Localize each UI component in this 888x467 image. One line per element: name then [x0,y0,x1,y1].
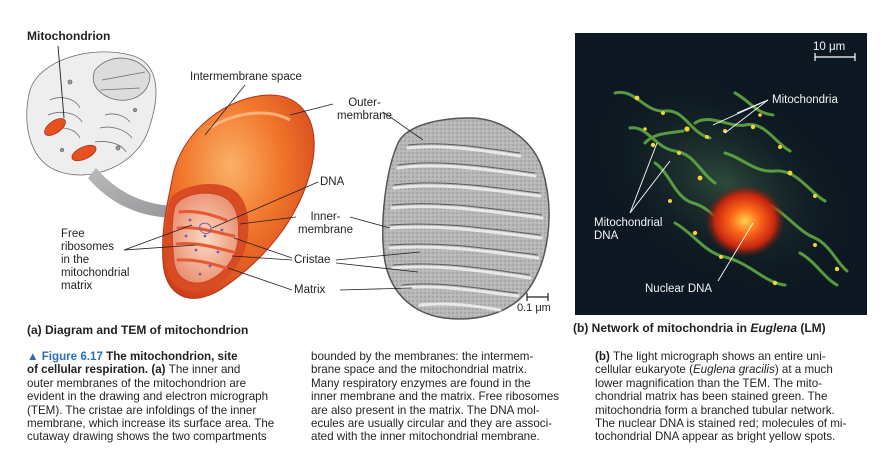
nucleus [705,185,785,257]
mitochondrion-diagram [26,45,550,320]
mtdna-spots [634,95,840,286]
label-free-ribosomes: Free ribosomes in the mitochondrial matr… [61,228,130,292]
mitochondrion-3d [162,94,315,299]
tem-scale-label: 0.1 μm [517,302,551,314]
caption-a: (a) Diagram and TEM of mitochondrion [27,323,249,337]
lm-scale-label: 10 μm [813,41,846,53]
label-nuclear-dna: Nuclear DNA [645,283,713,295]
label-matrix: Matrix [294,284,326,296]
figure-text-col2: bounded by the membranes: the intermem- … [311,350,560,444]
cell-mitochondria [44,118,97,162]
label-cristae: Cristae [294,254,331,266]
label-inner-membrane: Inner- membrane [298,211,353,236]
cell-sketch [26,51,157,176]
label-outer-membrane: Outer- membrane [337,97,392,122]
col3-body: lower magnification than the TEM. The mi… [595,376,847,444]
lm-scale-bar [814,53,856,61]
label-mitochondrial-dna: Mitochondrial DNA [594,217,663,242]
title-leader [57,45,65,119]
figure-text-col1: ▲ Figure 6.17 The mitochondrion, site of… [27,350,302,444]
figure-text-col3: (b) The light micrograph shows an entire… [595,350,875,444]
figure-title-2: of cellular respiration. (a) [27,363,169,377]
tem-scale-bar [526,293,549,301]
col1-body: outer membranes of the mitochondrion are… [27,376,275,444]
figure-label: ▲ Figure 6.17 [27,350,107,363]
figure-title-1: The mitochondrion, site [106,350,238,363]
leader-lines [123,84,424,291]
mitochondrion-title: Mitochondrion [27,29,111,43]
micrograph-leaders [629,99,769,282]
caption-b: (b) Network of mitochondria in Euglena (… [573,321,826,335]
euglena-micrograph: 10 μm Mitochondria Mitochondrial DNA Nuc… [575,33,867,315]
tem-micrograph [382,117,550,320]
label-mitochondria: Mitochondria [772,94,838,106]
label-dna: DNA [320,176,345,188]
label-intermembrane-space: Intermembrane space [190,71,302,83]
